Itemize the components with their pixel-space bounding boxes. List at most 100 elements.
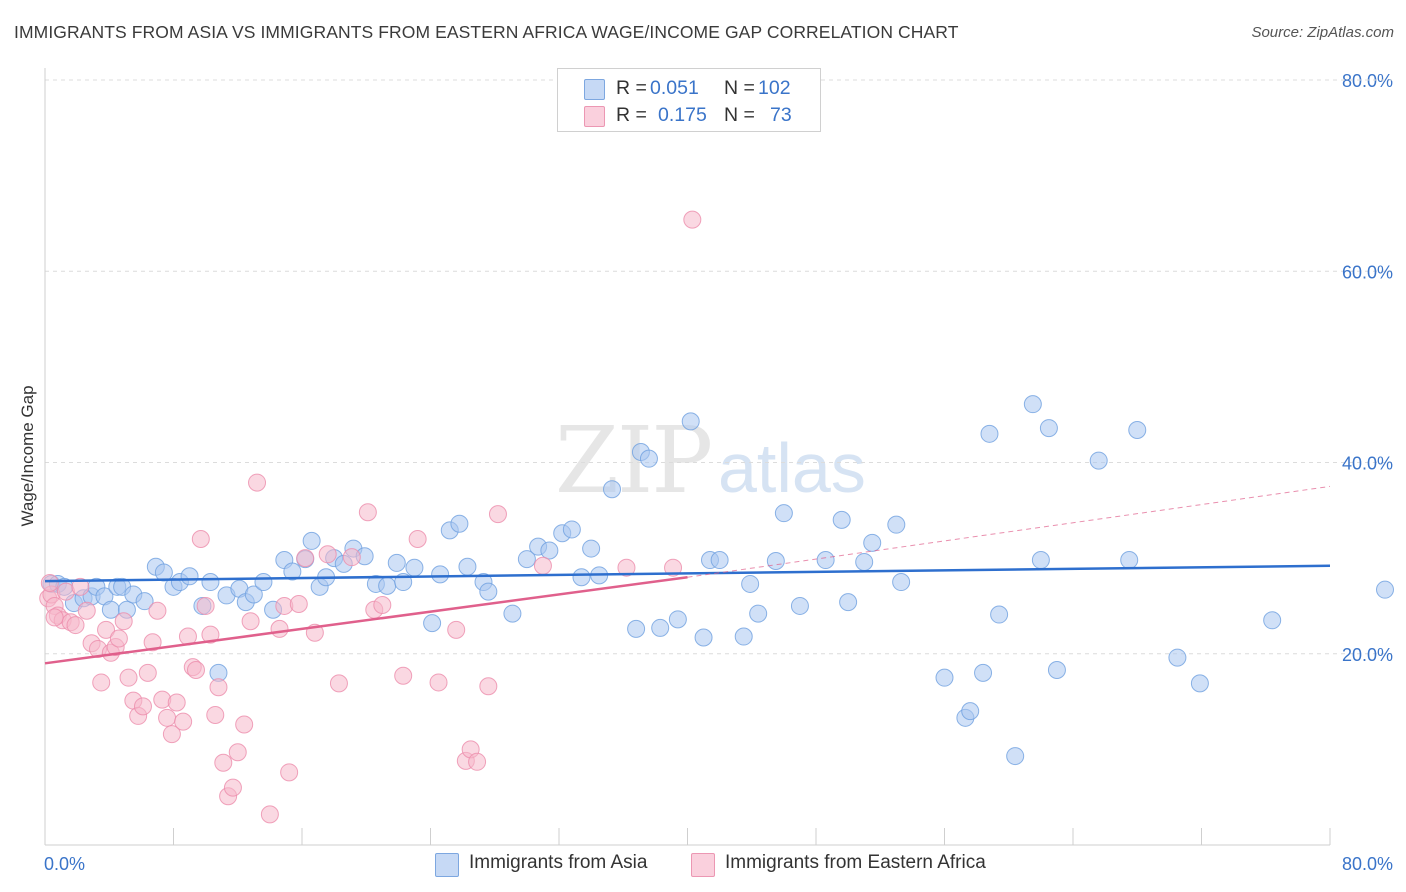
asia-point bbox=[562, 520, 581, 539]
asia-point bbox=[540, 541, 559, 560]
eastern-africa-point bbox=[373, 595, 392, 614]
asia-point bbox=[734, 627, 753, 646]
eastern-africa-swatch bbox=[691, 853, 715, 877]
asia-point bbox=[832, 510, 851, 529]
eastern-africa-point bbox=[40, 573, 59, 592]
eastern-africa-point bbox=[191, 530, 210, 548]
eastern-africa-point bbox=[133, 697, 152, 716]
asia-point bbox=[1031, 551, 1050, 570]
eastern-africa-point bbox=[248, 473, 267, 492]
asia-point bbox=[1128, 420, 1147, 439]
asia-point bbox=[639, 449, 658, 468]
asia-point bbox=[582, 539, 601, 558]
asia-point bbox=[283, 562, 302, 581]
eastern-africa-point bbox=[92, 673, 111, 692]
eastern-africa-point bbox=[109, 629, 128, 648]
asia-point bbox=[681, 412, 700, 431]
eastern-africa-point bbox=[162, 725, 181, 744]
asia-point bbox=[892, 573, 911, 592]
legend-label: Immigrants from Asia bbox=[469, 852, 648, 873]
eastern-africa-point bbox=[289, 595, 308, 614]
eastern-africa-point bbox=[223, 778, 242, 797]
asia-point bbox=[990, 605, 1009, 624]
n-label: N = bbox=[724, 77, 755, 99]
n-value: 102 bbox=[758, 77, 791, 99]
eastern-africa-point bbox=[394, 666, 413, 685]
y-tick-label: 40.0% bbox=[1342, 454, 1393, 474]
asia-point bbox=[980, 424, 999, 443]
asia-point bbox=[863, 533, 882, 552]
asia-point bbox=[855, 552, 874, 571]
eastern-africa-point bbox=[235, 715, 254, 734]
eastern-africa-point bbox=[158, 708, 177, 727]
eastern-africa-point bbox=[97, 620, 116, 639]
asia-point bbox=[479, 582, 498, 601]
asia-point bbox=[839, 593, 858, 612]
eastern-africa-point bbox=[201, 625, 220, 644]
eastern-africa-point bbox=[429, 673, 448, 692]
eastern-africa-point bbox=[447, 620, 466, 639]
asia-point bbox=[961, 702, 980, 721]
eastern-africa-point bbox=[209, 678, 228, 697]
eastern-africa-point bbox=[138, 663, 157, 682]
asia-point bbox=[135, 592, 154, 611]
r-value: 0.051 bbox=[650, 77, 699, 99]
eastern-africa-point bbox=[342, 548, 361, 567]
asia-point bbox=[974, 663, 993, 682]
chart-title: IMMIGRANTS FROM ASIA VS IMMIGRANTS FROM … bbox=[14, 22, 959, 42]
n-value: 73 bbox=[770, 104, 792, 126]
asia-point bbox=[503, 604, 522, 623]
asia-point bbox=[790, 596, 809, 615]
asia-point bbox=[423, 614, 442, 633]
eastern-africa-point bbox=[260, 805, 279, 824]
eastern-africa-point bbox=[66, 616, 85, 635]
asia-point bbox=[302, 531, 321, 550]
eastern-africa-trend-line bbox=[44, 576, 688, 665]
asia-point bbox=[572, 568, 591, 587]
x-tick-label: 80.0% bbox=[1342, 854, 1393, 874]
y-tick-label: 60.0% bbox=[1342, 262, 1393, 282]
eastern-africa-point bbox=[296, 549, 315, 568]
asia-point bbox=[1376, 580, 1394, 599]
asia-point bbox=[774, 504, 793, 523]
eastern-africa-point bbox=[358, 503, 377, 522]
asia-point bbox=[887, 515, 906, 534]
eastern-africa-point bbox=[148, 601, 167, 620]
eastern-africa-point bbox=[280, 763, 299, 782]
asia-point bbox=[405, 558, 424, 577]
asia-swatch bbox=[584, 79, 605, 100]
eastern-africa-point bbox=[119, 668, 138, 687]
y-tick-label: 80.0% bbox=[1342, 71, 1393, 91]
asia-point bbox=[201, 573, 220, 592]
eastern-africa-point bbox=[683, 210, 702, 229]
eastern-africa-point bbox=[617, 558, 636, 577]
r-label: R = bbox=[616, 104, 647, 126]
eastern-africa-point bbox=[196, 596, 215, 615]
eastern-africa-point bbox=[71, 577, 90, 596]
eastern-africa-point bbox=[45, 608, 64, 627]
eastern-africa-point bbox=[206, 705, 225, 724]
asia-point bbox=[387, 553, 406, 572]
asia-point bbox=[180, 567, 199, 586]
asia-point bbox=[935, 668, 954, 687]
asia-point bbox=[603, 480, 622, 499]
r-label: R = bbox=[616, 77, 647, 99]
r-value: 0.175 bbox=[658, 104, 707, 126]
asia-point bbox=[1190, 674, 1209, 693]
eastern-africa-point bbox=[318, 545, 337, 564]
eastern-africa-point bbox=[408, 530, 427, 548]
source-label: Source: ZipAtlas.com bbox=[1251, 24, 1394, 41]
asia-point bbox=[816, 551, 835, 570]
eastern-africa-point bbox=[270, 619, 289, 638]
eastern-africa-point bbox=[479, 677, 498, 696]
asia-point bbox=[1089, 451, 1108, 470]
eastern-africa-point bbox=[174, 712, 193, 731]
eastern-africa-point bbox=[241, 612, 260, 631]
asia-point bbox=[1120, 551, 1139, 570]
asia-point bbox=[244, 585, 263, 604]
eastern-africa-swatch bbox=[584, 106, 605, 127]
eastern-africa-point bbox=[468, 752, 487, 771]
asia-point bbox=[1039, 419, 1058, 438]
eastern-africa-point bbox=[186, 661, 205, 680]
